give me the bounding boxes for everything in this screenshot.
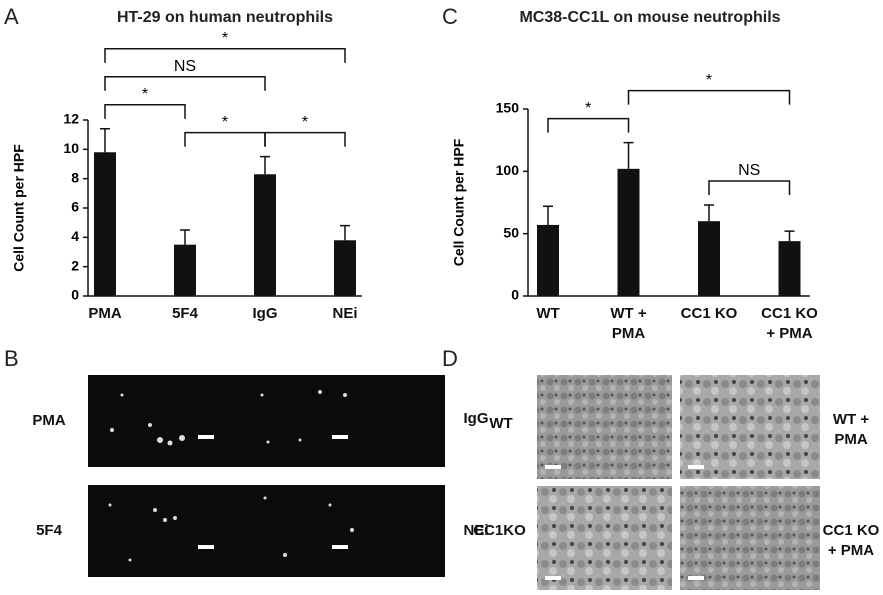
significance-label: NS [174, 58, 196, 75]
significance-bracket [627, 89, 791, 105]
error-bar [180, 229, 190, 245]
significance-label: * [222, 30, 228, 47]
image-label: CC1KO [473, 522, 526, 539]
x-tick-label: PMA [88, 305, 122, 322]
error-bar [704, 204, 714, 222]
micrographs-d [537, 375, 820, 590]
cells [108, 390, 354, 562]
y-tick-label: 50 [503, 224, 519, 240]
x-tick-label: CC1 KO + PMA [761, 305, 818, 342]
image-label: CC1 KO + PMA [822, 522, 880, 559]
micrograph [537, 375, 672, 479]
error-bar [100, 128, 110, 153]
panel-letter: B [4, 346, 19, 371]
y-axis-label: Cell Count per HPF [11, 144, 27, 272]
y-tick-label: 6 [71, 199, 79, 215]
image-label: IgG [463, 410, 489, 427]
y-tick-label: 8 [71, 169, 79, 185]
chart-title: MC38-CC1L on mouse neutrophils [519, 9, 780, 26]
bar [94, 152, 116, 296]
error-bar [623, 141, 634, 169]
panel-letter: A [4, 4, 19, 29]
bar [174, 244, 196, 296]
bar [617, 168, 640, 296]
micrograph [680, 375, 820, 479]
scale-bars [545, 465, 704, 580]
y-tick-label: 0 [511, 287, 519, 303]
significance-label: * [706, 72, 712, 89]
significance-label: * [302, 114, 308, 131]
y-tick-label: 0 [71, 287, 79, 303]
x-tick-label: 5F4 [172, 305, 198, 322]
image-label: 5F4 [36, 522, 62, 539]
error-bar [784, 230, 795, 242]
scale-bars [198, 435, 348, 549]
significance-bracket [547, 117, 630, 133]
image-label: WT [489, 415, 513, 432]
panel-letter: C [442, 4, 458, 29]
x-tick-label: IgG [252, 305, 278, 322]
bar [334, 240, 356, 296]
significance-bracket [708, 180, 791, 195]
bar [698, 221, 720, 296]
y-tick-label: 150 [496, 100, 520, 116]
significance-bracket [104, 48, 346, 63]
x-tick-label: WT + PMA [610, 305, 647, 342]
micrograph [230, 375, 445, 467]
bar [254, 174, 276, 296]
significance-label: NS [738, 162, 760, 179]
y-axis-label: Cell Count per HPF [451, 138, 467, 266]
significance-bracket [104, 76, 266, 91]
image-label: WT + PMA [832, 411, 870, 448]
bar [778, 241, 801, 296]
error-bar [260, 155, 270, 175]
bar [537, 224, 559, 296]
x-tick-label: CC1 KO [680, 305, 738, 322]
significance-bracket [264, 131, 346, 147]
y-tick-label: 10 [63, 140, 79, 156]
y-tick-label: 100 [496, 162, 520, 178]
error-bar [340, 224, 350, 241]
y-tick-label: 2 [71, 257, 79, 273]
error-bar [543, 205, 553, 225]
significance-bracket [104, 104, 186, 119]
y-tick-label: 12 [63, 111, 79, 127]
significance-bracket [184, 131, 266, 147]
chart-title: HT-29 on human neutrophils [117, 9, 333, 26]
micrograph [230, 485, 445, 577]
micrograph [537, 486, 672, 590]
x-tick-label: NEi [332, 305, 358, 322]
significance-label: * [222, 114, 228, 131]
y-tick-label: 4 [71, 228, 79, 244]
significance-label: * [142, 86, 148, 103]
image-label: NEi [463, 522, 489, 539]
micrograph [680, 486, 820, 590]
panel-letter: D [442, 346, 458, 371]
significance-label: * [585, 100, 591, 117]
x-tick-label: WT [536, 305, 560, 322]
micrographs-b [88, 375, 445, 577]
image-label: PMA [32, 412, 66, 429]
